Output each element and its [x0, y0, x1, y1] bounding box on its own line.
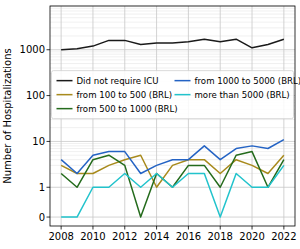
tick-label: 2020 [239, 231, 264, 242]
minor-grid-line [50, 35, 295, 36]
tick [188, 226, 189, 230]
legend-swatch [57, 108, 73, 110]
series-line [61, 140, 284, 174]
minor-grid-line [50, 151, 295, 152]
tick-label: 2014 [144, 231, 169, 242]
legend-swatch [57, 94, 73, 96]
legend-label: more than 5000 (BRL) [195, 90, 290, 100]
legend-label: Did not require ICU [77, 76, 159, 86]
tick [156, 226, 157, 230]
minor-grid-line [50, 51, 295, 52]
series-group [61, 39, 284, 217]
tick-label: 2012 [112, 231, 137, 242]
legend-label: from 1000 to 5000 (BRL) [195, 76, 300, 86]
series-line [61, 39, 284, 50]
tick [47, 49, 51, 50]
tick [92, 226, 93, 230]
tick [47, 141, 51, 142]
tick-label: 2018 [208, 231, 233, 242]
grid [50, 6, 295, 226]
minor-grid-line [50, 119, 295, 120]
tick [47, 217, 51, 218]
tick-label: 1 [39, 182, 45, 193]
tick [47, 95, 51, 96]
tick-label: 100 [26, 90, 45, 101]
legend-swatch [57, 80, 73, 82]
tick [283, 226, 284, 230]
minor-grid-line [50, 56, 295, 57]
tick-label: 2008 [48, 231, 73, 242]
tick-label: 2016 [176, 231, 201, 242]
tick [47, 187, 51, 188]
ticks: 0 1 10 100 1000 2008 2010 2012 2014 2016 2018 2020 2… [20, 44, 297, 242]
tick-label: 2010 [80, 231, 105, 242]
tick-label: 2022 [271, 231, 296, 242]
tick [124, 226, 125, 230]
minor-grid-line [50, 54, 295, 55]
minor-grid-line [50, 63, 295, 64]
legend: Did not require ICU from 100 to 500 (BRL)… [52, 71, 300, 119]
minor-grid-line [50, 17, 295, 18]
tick-label: 10 [32, 136, 45, 147]
series-line [61, 152, 284, 217]
grid-line [50, 217, 295, 218]
minor-grid-line [50, 27, 295, 28]
minor-grid-line [50, 127, 295, 128]
tick-label: 0 [39, 212, 45, 223]
minor-grid-line [50, 11, 295, 12]
legend-swatch [175, 94, 191, 96]
minor-grid-line [50, 155, 295, 156]
axis-label: Number of Hospitalizations [2, 48, 13, 184]
minor-grid-line [50, 8, 295, 9]
tick [252, 226, 253, 230]
minor-grid-line [50, 14, 295, 15]
minor-grid-line [50, 67, 295, 68]
grid-line [50, 49, 295, 50]
grid-line [50, 141, 295, 142]
minor-grid-line [50, 22, 295, 23]
tick-label: 1000 [20, 44, 45, 55]
minor-grid-line [50, 148, 295, 149]
plot-frame [50, 6, 295, 226]
legend-label: from 500 to 1000 (BRL) [77, 104, 178, 114]
tick [61, 226, 62, 230]
minor-grid-line [50, 143, 295, 144]
tick [220, 226, 221, 230]
minor-grid-line [50, 59, 295, 60]
chart: 0 1 10 100 1000 2008 2010 2012 2014 2016 2018 2020 2… [0, 0, 300, 249]
legend-swatch [175, 80, 191, 82]
series-line [61, 165, 284, 217]
legend-label: from 100 to 500 (BRL) [77, 90, 173, 100]
